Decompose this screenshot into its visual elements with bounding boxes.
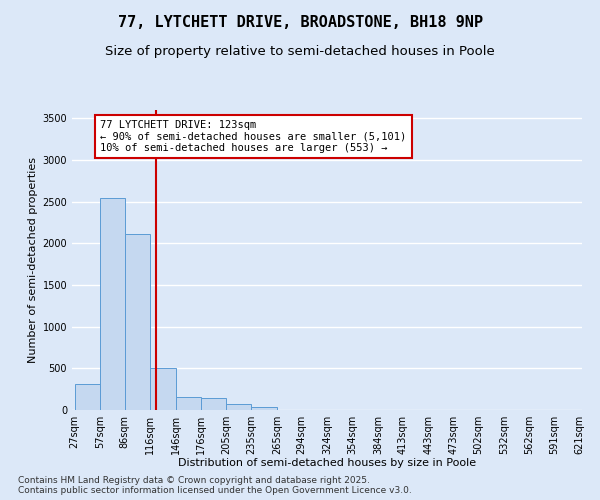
Bar [176,397,201,410]
Bar [150,368,176,410]
Bar [125,234,150,410]
Text: Size of property relative to semi-detached houses in Poole: Size of property relative to semi-detach… [105,45,495,58]
Text: 77 LYTCHETT DRIVE: 123sqm
← 90% of semi-detached houses are smaller (5,101)
10% : 77 LYTCHETT DRIVE: 123sqm ← 90% of semi-… [100,120,406,154]
Bar [251,406,277,410]
Y-axis label: Number of semi-detached properties: Number of semi-detached properties [28,157,38,363]
Bar [201,398,226,410]
Bar [74,384,100,410]
X-axis label: Distribution of semi-detached houses by size in Poole: Distribution of semi-detached houses by … [178,458,476,468]
Text: Contains HM Land Registry data © Crown copyright and database right 2025.
Contai: Contains HM Land Registry data © Crown c… [18,476,412,495]
Bar [100,198,125,410]
Bar [226,404,251,410]
Text: 77, LYTCHETT DRIVE, BROADSTONE, BH18 9NP: 77, LYTCHETT DRIVE, BROADSTONE, BH18 9NP [118,15,482,30]
